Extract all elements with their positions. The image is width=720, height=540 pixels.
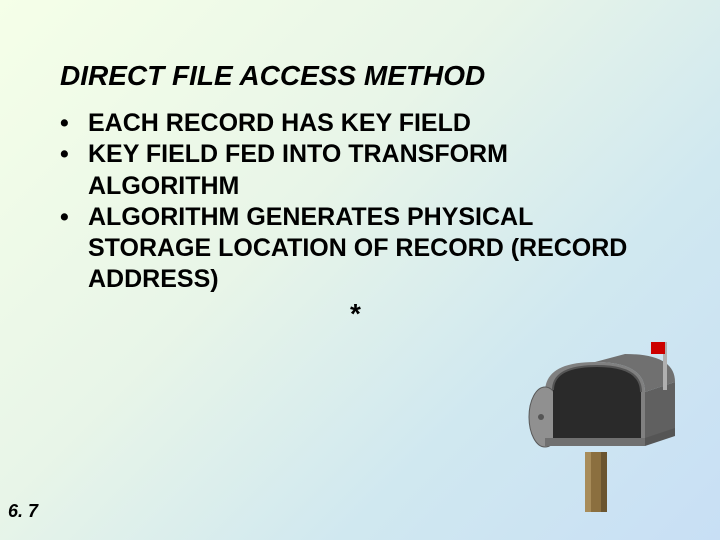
- list-item: ALGORITHM GENERATES PHYSICAL STORAGE LOC…: [60, 202, 660, 296]
- page-number: 6. 7: [8, 501, 38, 522]
- bullet-list: EACH RECORD HAS KEY FIELD KEY FIELD FED …: [60, 108, 660, 296]
- list-item: EACH RECORD HAS KEY FIELD: [60, 108, 660, 139]
- mailbox-icon: [495, 322, 695, 522]
- list-item: KEY FIELD FED INTO TRANSFORM ALGORITHM: [60, 139, 660, 202]
- slide-title: DIRECT FILE ACCESS METHOD: [60, 60, 485, 92]
- asterisk-marker: *: [350, 298, 361, 330]
